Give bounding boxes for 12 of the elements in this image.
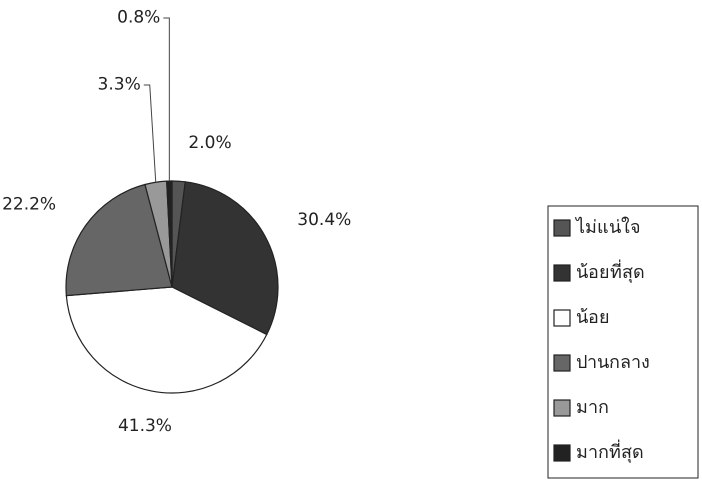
legend-label: น้อย [576, 306, 610, 328]
data-label: 0.8% [117, 8, 160, 28]
data-label: 41.3% [118, 416, 172, 436]
data-label: 30.4% [297, 210, 352, 230]
legend-label: น้อยที่สุด [576, 258, 645, 283]
data-label: 2.0% [188, 132, 232, 153]
legend-label: มาก [576, 396, 609, 418]
legend-label: ไม่แน่ใจ [574, 216, 641, 238]
data-label: 3.3% [98, 74, 141, 95]
data-label: 22.2% [2, 194, 56, 215]
legend-label: มากที่สุด [576, 438, 644, 463]
legend-label: ปานกลาง [576, 352, 650, 373]
